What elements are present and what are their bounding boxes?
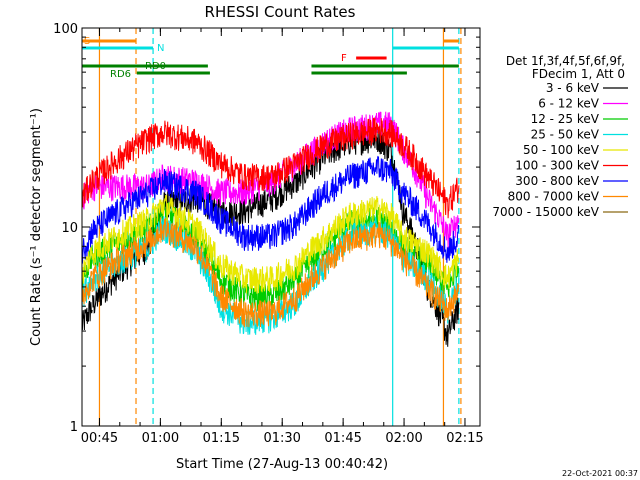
y-tick-label-1: 1 xyxy=(70,420,78,435)
flag-bars: S N RD0 RD6 F xyxy=(82,36,459,80)
series-trace-50-100-kev-2 xyxy=(91,194,460,294)
flag-label-n: N xyxy=(157,43,164,54)
flag-label-s: S xyxy=(84,36,90,47)
x-tick-label-01-00: 01:00 xyxy=(142,431,179,446)
legend-label-50-100-kev: 50 - 100 keV xyxy=(523,143,600,157)
legend: Det 1f,3f,4f,5f,6f,9f,FDecim 1, Att 03 -… xyxy=(492,54,628,219)
legend-header-line-2: FDecim 1, Att 0 xyxy=(532,67,625,81)
series-800-7000-kev xyxy=(81,217,460,328)
legend-label-12-25-kev: 12 - 25 keV xyxy=(531,112,600,126)
series-300-800-kev xyxy=(81,155,460,264)
flag-label-f: F xyxy=(341,53,347,64)
x-tick-label-00-45: 00:45 xyxy=(81,431,118,446)
axes: 00:45 01:00 01:15 01:30 01:45 02:00 02:15 1 10 10… xyxy=(53,22,484,446)
series-trace-300-800-kev-1 xyxy=(81,223,93,264)
series-trace-100-300-kev-1 xyxy=(81,169,93,208)
y-tick-label-100: 100 xyxy=(53,22,78,37)
legend-label-25-50-kev: 25 - 50 keV xyxy=(531,128,600,142)
series-trace-3-6-kev-1 xyxy=(81,300,93,331)
series-trace-300-800-kev-2 xyxy=(91,155,460,263)
series-50-100-kev xyxy=(81,194,460,294)
legend-header-line-1: Det 1f,3f,4f,5f,6f,9f, xyxy=(506,54,625,68)
y-axis-label: Count Rate (s⁻¹ detector segment⁻¹) xyxy=(29,108,44,346)
legend-label-300-800-kev: 300 - 800 keV xyxy=(515,174,599,188)
legend-label-100-300-kev: 100 - 300 keV xyxy=(515,159,599,173)
plot-timestamp: 22-Oct-2021 00:37 xyxy=(562,469,638,478)
marker-lines xyxy=(98,28,462,426)
flag-label-rd6: RD6 xyxy=(110,69,131,80)
series-trace-50-100-kev-1 xyxy=(81,246,93,285)
legend-label-800-7000-kev: 800 - 7000 keV xyxy=(508,190,600,204)
chart-title: RHESSI Count Rates xyxy=(205,3,356,21)
legend-label-7000-15000-kev: 7000 - 15000 keV xyxy=(492,205,599,219)
y-tick-label-10: 10 xyxy=(61,221,78,236)
x-tick-label-01-30: 01:30 xyxy=(263,431,300,446)
flag-label-rd0: RD0 xyxy=(145,61,166,72)
x-tick-label-01-45: 01:45 xyxy=(324,431,361,446)
x-axis-label: Start Time (27-Aug-13 00:40:42) xyxy=(176,457,388,472)
series-100-300-kev xyxy=(81,117,460,219)
series-trace-800-7000-kev-2 xyxy=(91,217,460,328)
legend-label-6-12-kev: 6 - 12 keV xyxy=(538,97,600,111)
series-trace-800-7000-kev-1 xyxy=(81,270,93,305)
x-tick-label-02-15: 02:15 xyxy=(446,431,483,446)
x-tick-label-02-00: 02:00 xyxy=(385,431,422,446)
x-tick-label-01-15: 01:15 xyxy=(203,431,240,446)
legend-label-3-6-kev: 3 - 6 keV xyxy=(546,81,600,95)
series-trace-100-300-kev-2 xyxy=(91,117,460,219)
series-lines xyxy=(81,111,460,347)
